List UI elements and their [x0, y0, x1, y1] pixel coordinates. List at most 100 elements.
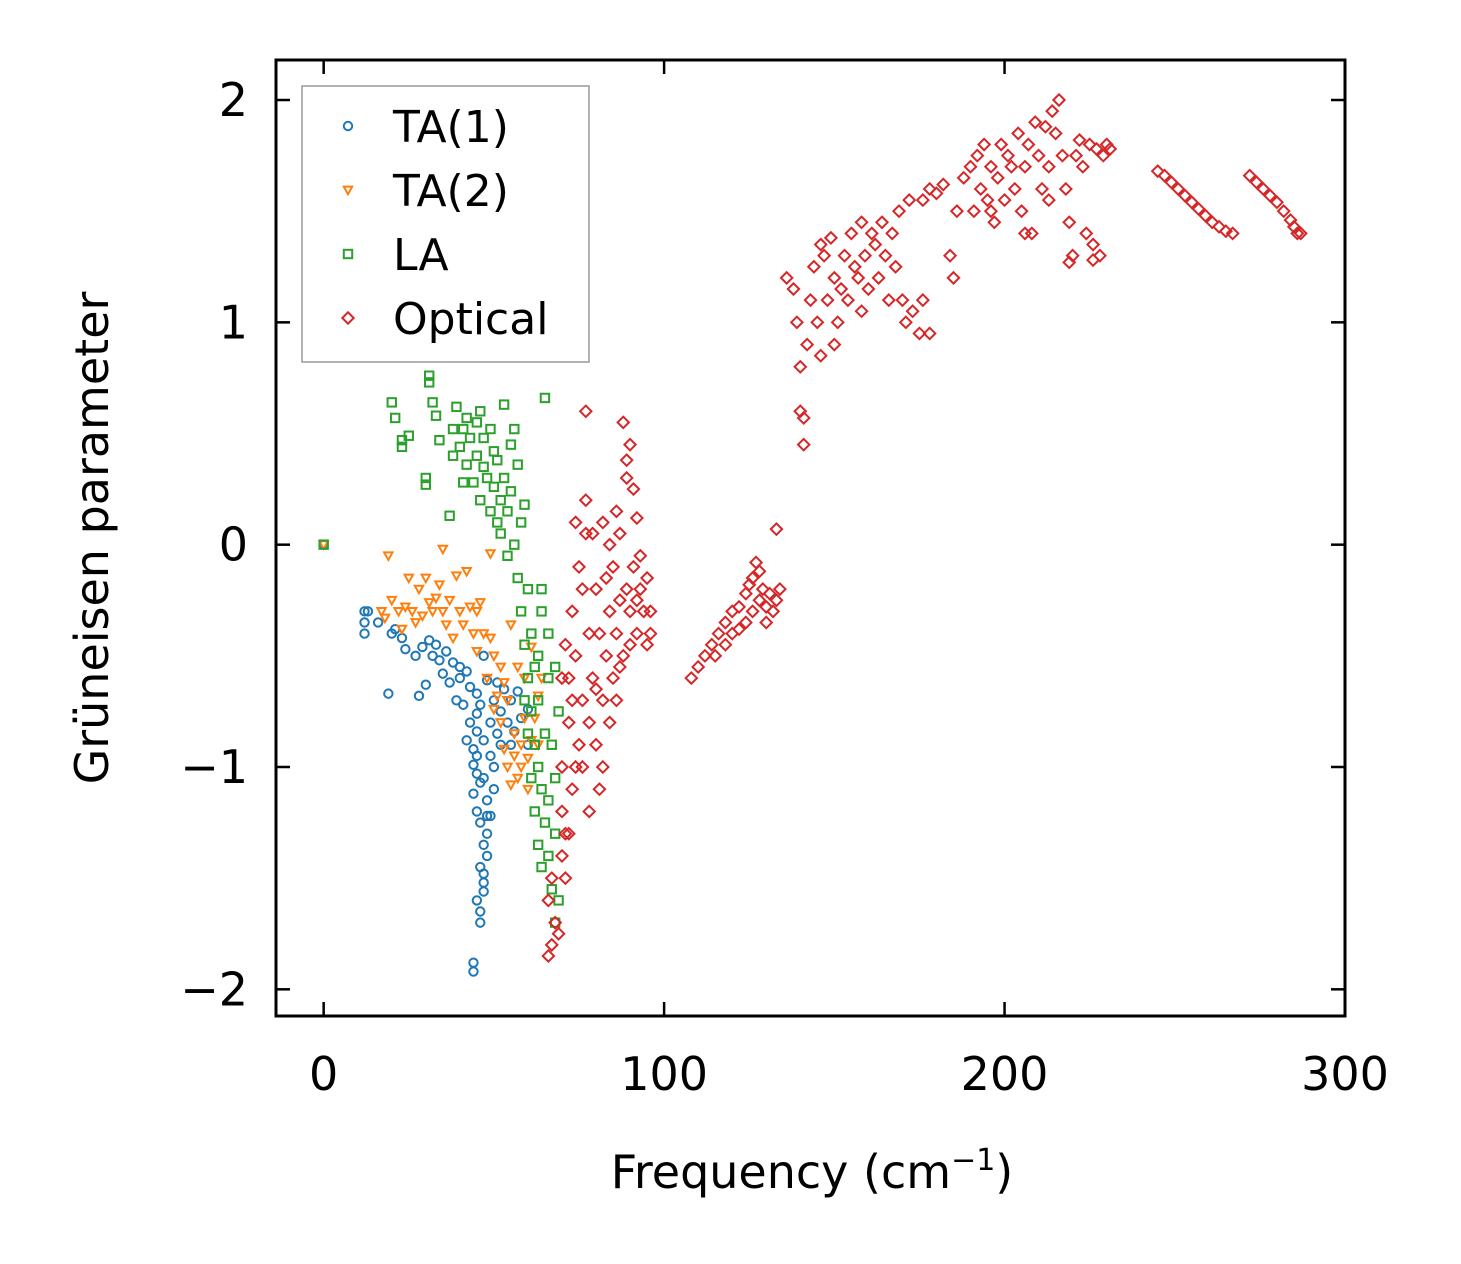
data-point: [1218, 224, 1233, 239]
data-point: [640, 637, 655, 652]
data-point: [571, 559, 587, 574]
data-point: [1011, 126, 1026, 141]
data-point: [549, 828, 561, 839]
data-point: [711, 626, 726, 641]
data-point: [847, 259, 862, 274]
data-point: [505, 739, 517, 750]
data-point: [1062, 255, 1077, 270]
data-point: [519, 695, 530, 706]
data-point: [471, 726, 483, 737]
data-point: [453, 607, 466, 618]
data-point: [420, 472, 431, 484]
data-point: [854, 304, 869, 319]
data-point: [475, 495, 486, 506]
data-point: [745, 570, 760, 586]
data-point: [382, 551, 395, 563]
data-point: [447, 633, 459, 645]
y-tick-label: 1: [219, 295, 248, 349]
data-point: [515, 606, 527, 617]
data-point: [592, 626, 607, 641]
data-point: [820, 293, 835, 308]
data-point: [558, 871, 573, 886]
data-point: [582, 715, 597, 730]
data-point: [468, 477, 479, 488]
data-point: [536, 861, 547, 873]
data-point: [481, 675, 493, 686]
data-point: [759, 615, 774, 630]
data-point: [602, 604, 617, 619]
data-point: [543, 672, 554, 684]
data-point: [402, 573, 415, 585]
data-point: [990, 170, 1005, 185]
data-point: [539, 728, 551, 739]
data-point: [461, 666, 472, 677]
data-point: [575, 759, 590, 775]
legend-item: LA: [342, 230, 449, 281]
data-point: [765, 604, 781, 619]
data-point: [471, 750, 483, 762]
data-point: [619, 582, 634, 597]
data-point: [1041, 192, 1056, 208]
data-point: [318, 539, 329, 550]
data-point: [461, 735, 472, 746]
data-point: [509, 539, 520, 550]
data-point: [605, 670, 621, 686]
data-point: [616, 415, 631, 430]
data-point: [481, 673, 493, 685]
data-point: [1177, 188, 1193, 203]
data-point: [578, 404, 593, 419]
legend-marker: [342, 185, 354, 197]
data-point: [987, 215, 1002, 230]
data-point: [626, 559, 641, 574]
data-point: [813, 348, 828, 363]
data-point: [1085, 253, 1101, 268]
data-point: [501, 695, 514, 707]
data-point: [541, 893, 556, 908]
legend-marker: [340, 310, 356, 326]
data-point: [485, 717, 496, 728]
data-point: [505, 439, 517, 450]
data-point: [830, 315, 845, 330]
data-point: [505, 780, 517, 792]
data-point: [565, 604, 580, 619]
data-point: [485, 750, 496, 762]
data-point: [478, 772, 489, 784]
x-axis-title: Frequency (cm−1): [611, 1143, 1014, 1199]
data-point: [1062, 215, 1077, 230]
data-point: [502, 550, 513, 561]
data-point: [571, 737, 587, 752]
data-point: [437, 668, 449, 679]
data-point: [585, 670, 600, 686]
data-point: [389, 412, 401, 424]
data-point: [970, 148, 985, 163]
data-point: [529, 739, 540, 750]
data-point: [605, 559, 621, 574]
data-point: [1004, 159, 1019, 174]
data-point: [423, 598, 436, 609]
data-point: [915, 293, 930, 308]
data-point: [1051, 92, 1067, 108]
data-point: [1269, 195, 1284, 210]
data-point: [424, 377, 435, 388]
data-point: [471, 450, 483, 461]
data-point: [1085, 237, 1101, 252]
data-point: [561, 826, 576, 841]
data-point: [609, 504, 624, 519]
data-point: [413, 584, 425, 596]
data-point: [549, 661, 561, 673]
legend-item: Optical: [340, 294, 548, 345]
data-point: [752, 564, 767, 579]
data-point: [529, 806, 540, 817]
data-point: [796, 437, 811, 452]
data-point: [983, 204, 999, 219]
data-point: [588, 682, 604, 697]
data-point: [487, 651, 500, 663]
data-point: [691, 659, 706, 675]
data-point: [752, 593, 767, 608]
data-point: [871, 270, 886, 285]
data-point: [565, 782, 580, 797]
data-point: [359, 606, 370, 617]
data-point: [484, 549, 497, 560]
data-point: [440, 620, 453, 631]
